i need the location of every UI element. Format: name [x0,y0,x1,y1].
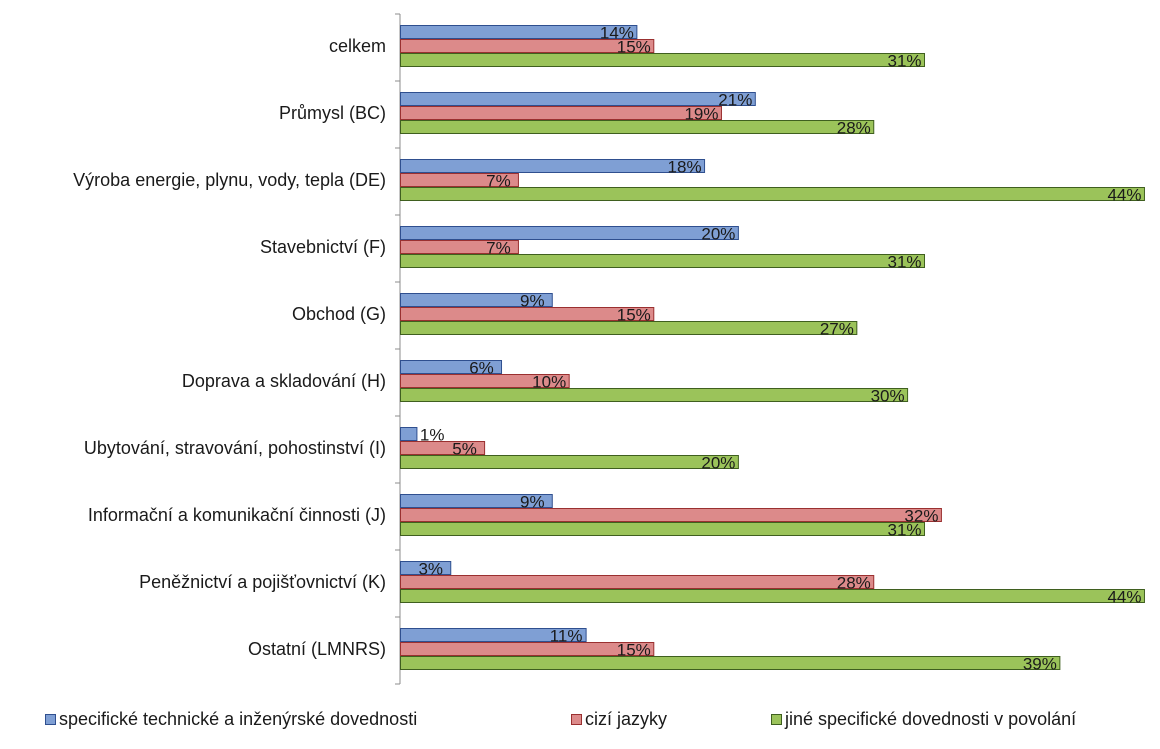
data-label-series-1: 6% [469,359,494,378]
data-label-series-3: 44% [1107,186,1141,205]
bar-series-2 [400,508,942,522]
legend-item-series-1: specifické technické a inženýrské dovedn… [45,709,417,730]
category-label: Ubytování, stravování, pohostinství (I) [84,438,386,458]
bar-series-1 [400,628,587,642]
bar-series-3 [400,455,739,469]
data-label-series-1: 3% [418,560,443,579]
bar-series-3 [400,254,926,268]
category-label: Výroba energie, plynu, vody, tepla (DE) [73,170,386,190]
legend-label-series-1: specifické technické a inženýrské dovedn… [59,709,418,729]
bar-series-2 [400,173,519,187]
data-label-series-1: 11% [550,627,583,646]
bar-series-2 [400,575,875,589]
data-label-series-1: 1% [420,426,445,445]
category-label: Doprava a skladování (H) [182,371,386,391]
bars-layer [400,25,1145,670]
bar-series-3 [400,656,1061,670]
bar-series-3 [400,388,909,402]
legend-item-series-2: cizí jazyky [571,709,667,730]
bar-series-1 [400,159,706,173]
data-label-series-2: 28% [837,574,871,593]
bar-series-1 [400,360,503,374]
category-label: Stavebnictví (F) [260,237,386,257]
data-label-series-2: 15% [617,641,651,660]
bar-series-3 [400,522,926,536]
data-label-series-3: 27% [820,320,854,339]
data-label-series-3: 31% [887,521,921,540]
legend-item-series-3: jiné specifické dovednosti v povolání [771,709,1076,730]
bar-series-3 [400,53,926,67]
data-label-series-2: 10% [532,373,566,392]
bar-series-2 [400,307,655,321]
bar-series-2 [400,106,722,120]
data-label-series-2: 7% [486,239,511,258]
bar-series-2 [400,240,519,254]
legend-label-series-2: cizí jazyky [585,709,668,729]
data-label-series-3: 28% [837,119,871,138]
bar-series-1 [400,226,739,240]
data-label-series-3: 20% [701,454,735,473]
legend: specifické technické a inženýrské dovedn… [0,700,1160,740]
data-label-series-2: 5% [452,440,477,459]
data-label-series-1: 20% [701,225,735,244]
data-label-series-2: 7% [486,172,511,191]
data-label-series-1: 21% [718,91,752,110]
data-label-series-3: 31% [887,253,921,272]
legend-swatch-series-3 [771,714,782,725]
data-label-series-1: 14% [600,24,634,43]
category-label: Průmysl (BC) [279,103,386,123]
bar-series-3 [400,120,875,134]
data-label-series-3: 44% [1107,588,1141,607]
legend-label-series-3: jiné specifické dovednosti v povolání [785,709,1077,729]
bar-series-1 [400,25,638,39]
category-label: celkem [329,36,386,56]
bar-series-1 [400,92,756,106]
data-label-series-2: 32% [904,507,938,526]
legend-swatch-series-2 [571,714,582,725]
data-label-series-3: 39% [1023,655,1057,674]
bar-series-2 [400,374,570,388]
data-label-series-2: 19% [684,105,718,124]
category-label: Ostatní (LMNRS) [248,639,386,659]
bar-series-3 [400,187,1145,201]
bar-series-1 [400,293,553,307]
category-label: Informační a komunikační činnosti (J) [88,505,386,525]
bar-series-1 [400,561,452,575]
data-label-series-1: 9% [520,493,545,512]
bar-series-1 [400,494,553,508]
bar-series-1 [400,427,418,441]
bar-series-2 [400,441,486,455]
data-label-series-3: 30% [871,387,905,406]
bar-series-3 [400,321,858,335]
bar-series-3 [400,589,1145,603]
legend-swatch-series-1 [45,714,56,725]
category-label: Peněžnictví a pojišťovnictví (K) [139,572,386,592]
category-label: Obchod (G) [292,304,386,324]
bar-series-2 [400,39,655,53]
bar-series-2 [400,642,655,656]
data-label-series-2: 15% [617,306,651,325]
axis-layer [395,13,401,685]
data-label-series-2: 15% [617,38,651,57]
data-label-series-1: 18% [668,158,702,177]
data-label-series-1: 9% [520,292,545,311]
data-label-series-3: 31% [887,52,921,71]
